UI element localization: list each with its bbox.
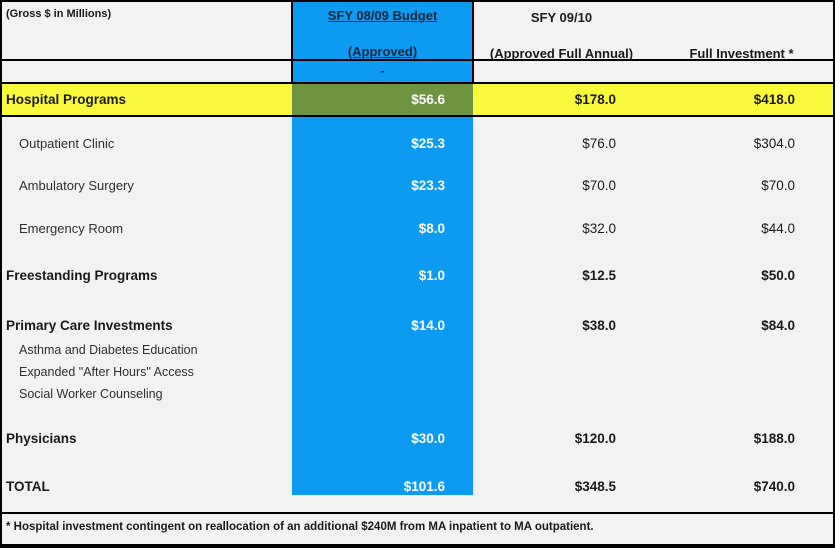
- budget-value: $8.0: [418, 221, 445, 236]
- full-investment-value: $50.0: [761, 268, 795, 283]
- column-header-full-investment: Full Investment *: [689, 46, 794, 61]
- budget-value: $101.6: [403, 479, 445, 494]
- column-header-budget-line2: (Approved): [347, 44, 418, 59]
- table-row-physicians: Physicians $30.0 $120.0 $188.0: [2, 424, 833, 454]
- column-group-header-sfy0910: SFY 09/10: [530, 10, 593, 25]
- row-label: Outpatient Clinic: [19, 136, 115, 151]
- table-row-outpatient-clinic: Outpatient Clinic $25.3 $76.0 $304.0: [2, 129, 833, 159]
- budget-value: $1.0: [418, 268, 445, 283]
- row-label: Freestanding Programs: [6, 268, 158, 283]
- empty-value-dash: -: [380, 64, 385, 78]
- header-divider-line: [2, 59, 833, 61]
- budget-value: $25.3: [411, 136, 445, 151]
- budget-value: $23.3: [411, 178, 445, 193]
- full-investment-value: $418.0: [753, 92, 795, 107]
- row-label: Expanded "After Hours" Access: [19, 365, 194, 379]
- row-label: Emergency Room: [19, 221, 124, 236]
- full-investment-value: $44.0: [761, 221, 795, 236]
- row-label: TOTAL: [6, 479, 50, 494]
- table-row-freestanding-programs: Freestanding Programs $1.0 $12.5 $50.0: [2, 261, 833, 291]
- full-investment-value: $188.0: [753, 431, 795, 446]
- table-row-emergency-room: Emergency Room $8.0 $32.0 $44.0: [2, 214, 833, 244]
- row-label: Physicians: [6, 431, 77, 446]
- column-divider: [472, 2, 474, 82]
- table-row-hospital-programs: Hospital Programs $56.6 $178.0 $418.0: [2, 82, 833, 117]
- row-label: Hospital Programs: [6, 92, 127, 107]
- table-row-expanded-after-hours-access: Expanded "After Hours" Access: [2, 361, 833, 383]
- full-investment-value: $70.0: [761, 178, 795, 193]
- row-label: Primary Care Investments: [6, 318, 173, 333]
- units-note: (Gross $ in Millions): [6, 8, 112, 20]
- table-row-asthma-diabetes-education: Asthma and Diabetes Education: [2, 339, 833, 361]
- column-divider: [291, 2, 293, 82]
- approved-full-annual-value: $76.0: [582, 136, 616, 151]
- approved-full-annual-value: $32.0: [582, 221, 616, 236]
- budget-value: $30.0: [411, 431, 445, 446]
- column-header-budget-line1: SFY 08/09 Budget: [327, 8, 438, 23]
- footnote-divider-line: [2, 512, 833, 514]
- budget-value: $56.6: [411, 92, 445, 107]
- full-investment-value: $84.0: [761, 318, 795, 333]
- row-label: Social Worker Counseling: [19, 387, 163, 401]
- footnote-text: * Hospital investment contingent on real…: [6, 521, 594, 533]
- table-row-ambulatory-surgery: Ambulatory Surgery $23.3 $70.0 $70.0: [2, 171, 833, 201]
- full-investment-value: $304.0: [753, 136, 795, 151]
- row-label: Ambulatory Surgery: [19, 178, 134, 193]
- approved-full-annual-value: $12.5: [582, 268, 616, 283]
- highlight-overlap-block: [292, 84, 473, 115]
- full-investment-value: $740.0: [753, 479, 795, 494]
- approved-full-annual-value: $70.0: [582, 178, 616, 193]
- approved-full-annual-value: $120.0: [574, 431, 616, 446]
- table-row-social-worker-counseling: Social Worker Counseling: [2, 383, 833, 405]
- table-row-total: TOTAL $101.6 $348.5 $740.0: [2, 472, 833, 502]
- approved-full-annual-value: $348.5: [574, 479, 616, 494]
- row-label: Asthma and Diabetes Education: [19, 343, 198, 357]
- table-row-primary-care-investments: Primary Care Investments $14.0 $38.0 $84…: [2, 311, 833, 341]
- approved-full-annual-value: $178.0: [574, 92, 616, 107]
- approved-full-annual-value: $38.0: [582, 318, 616, 333]
- budget-value: $14.0: [411, 318, 445, 333]
- column-header-approved-full-annual: (Approved Full Annual): [489, 46, 634, 61]
